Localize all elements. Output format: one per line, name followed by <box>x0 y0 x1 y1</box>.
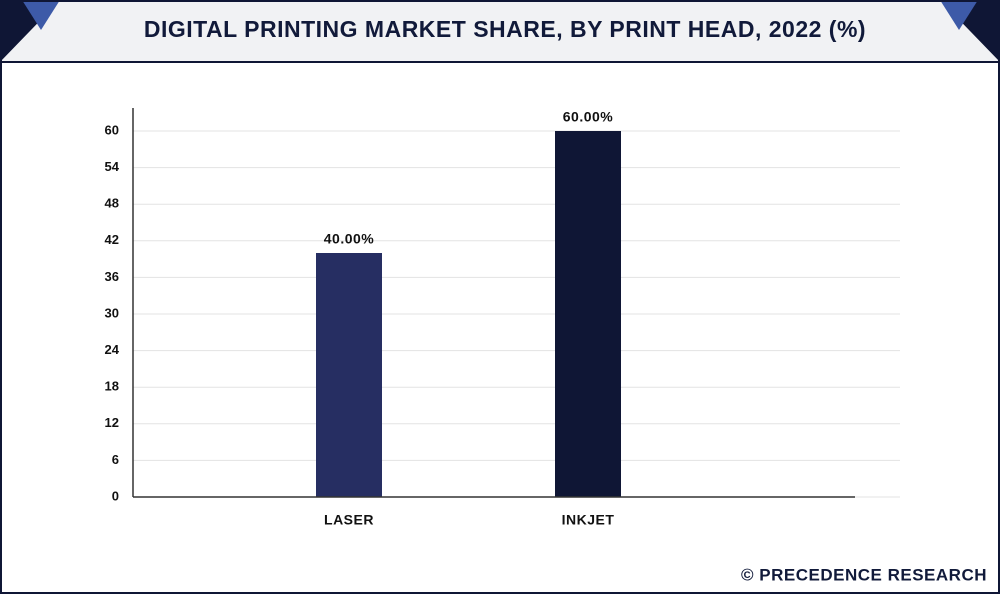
x-tick-label: INKJET <box>562 512 615 528</box>
corner-right-accent <box>940 0 978 30</box>
y-tick-label: 30 <box>105 305 119 320</box>
y-tick-label: 36 <box>105 269 119 284</box>
corner-left-accent <box>22 0 60 30</box>
bar <box>316 253 382 497</box>
y-tick-label: 54 <box>105 159 120 174</box>
y-tick-label: 48 <box>105 196 119 211</box>
y-tick-label: 18 <box>105 379 119 394</box>
x-tick-label: LASER <box>324 512 374 528</box>
y-tick-label: 6 <box>112 452 119 467</box>
y-tick-label: 12 <box>105 415 119 430</box>
y-tick-label: 0 <box>112 488 119 503</box>
chart-title: DIGITAL PRINTING MARKET SHARE, BY PRINT … <box>144 16 866 42</box>
value-label: 60.00% <box>563 109 614 125</box>
value-label: 40.00% <box>324 231 375 247</box>
y-tick-label: 60 <box>105 122 119 137</box>
header-band <box>0 0 1000 62</box>
source: © PRECEDENCE RESEARCH <box>741 565 987 584</box>
bar <box>555 131 621 497</box>
y-tick-label: 42 <box>105 232 119 247</box>
y-tick-label: 24 <box>105 342 120 357</box>
